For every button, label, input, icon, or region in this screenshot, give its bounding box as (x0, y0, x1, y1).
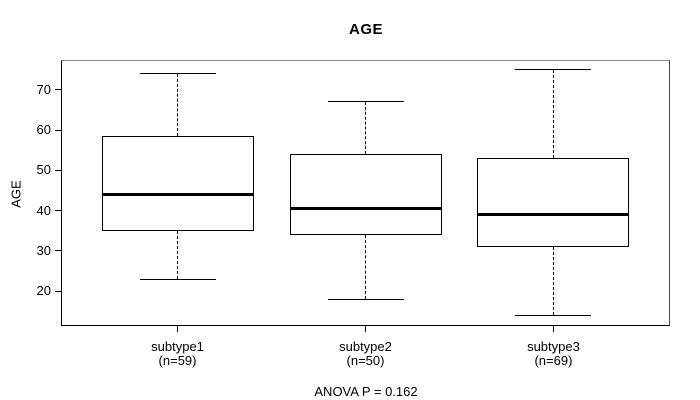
y-axis-tick-label: 70 (36, 81, 51, 97)
lower-whisker-line (365, 234, 366, 300)
y-axis-tick-label: 50 (36, 162, 51, 178)
group-label: subtype3 (n=69) (478, 340, 628, 368)
x-axis-tick (177, 326, 179, 332)
median-line (477, 213, 630, 217)
upper-whisker-line (365, 101, 366, 155)
upper-whisker-line (552, 69, 554, 159)
chart-title: AGE (348, 21, 384, 38)
anova-p-note: ANOVA P = 0.162 (314, 384, 418, 399)
y-axis-tick (55, 250, 61, 252)
y-axis-tick (55, 290, 61, 292)
median-line (289, 207, 442, 211)
group-n-count: (n=69) (534, 353, 573, 368)
group-name: subtype2 (339, 339, 392, 354)
group-label: subtype1 (n=59) (103, 340, 253, 368)
iqr-box (289, 154, 442, 235)
y-axis-tick (55, 169, 61, 171)
upper-whisker-cap (139, 73, 216, 75)
y-axis-tick-label: 30 (36, 242, 51, 258)
lower-whisker-cap (515, 314, 592, 316)
y-axis-tick (55, 89, 61, 91)
y-axis-tick-label: 40 (36, 202, 51, 218)
y-axis-tick (55, 129, 61, 131)
lower-whisker-cap (327, 298, 404, 300)
y-axis-tick-label: 20 (36, 283, 51, 299)
group-name: subtype3 (527, 339, 580, 354)
x-axis-tick (552, 326, 554, 332)
group-name: subtype1 (151, 339, 204, 354)
group-n-count: (n=50) (346, 353, 385, 368)
upper-whisker-cap (327, 101, 404, 103)
x-axis-tick (365, 326, 366, 332)
median-line (101, 193, 254, 196)
lower-whisker-line (177, 230, 179, 280)
y-axis-tick-label: 60 (36, 122, 51, 138)
iqr-box (101, 136, 254, 231)
group-label: subtype2 (n=50) (291, 340, 441, 368)
upper-whisker-cap (515, 69, 592, 71)
upper-whisker-line (177, 73, 179, 137)
group-n-count: (n=59) (158, 353, 197, 368)
y-axis-tick (55, 210, 61, 212)
lower-whisker-line (552, 246, 554, 316)
lower-whisker-cap (139, 278, 216, 280)
iqr-box (477, 158, 630, 247)
